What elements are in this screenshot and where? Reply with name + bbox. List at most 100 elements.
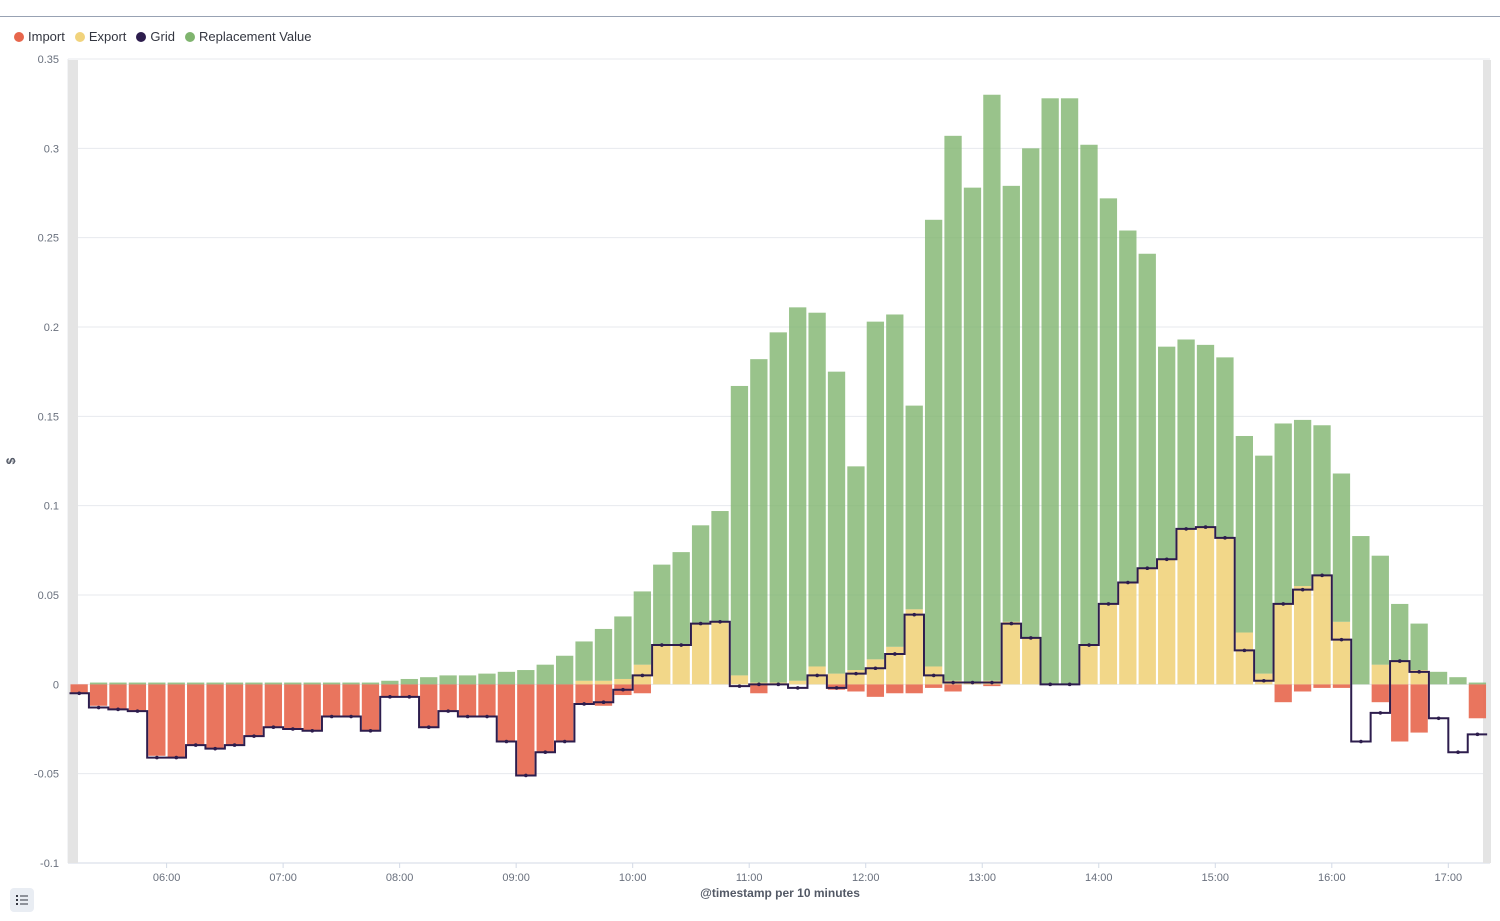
bar-replacement-value	[225, 682, 244, 685]
grid-point	[407, 695, 412, 699]
bar-replacement-value	[730, 385, 749, 676]
bar-replacement-value	[1235, 435, 1253, 633]
bar-import	[1332, 684, 1351, 688]
y-tick-label: 0.1	[44, 501, 59, 513]
grid-point	[543, 750, 548, 755]
bar-replacement-value	[1002, 185, 1020, 622]
grid-point	[1359, 739, 1363, 744]
grid-point	[1417, 670, 1421, 674]
bar-import	[478, 684, 496, 717]
bar-replacement-value	[1041, 98, 1059, 685]
grid-point	[834, 686, 839, 690]
bar-export	[1022, 637, 1040, 685]
bar-import	[594, 684, 613, 706]
bar-replacement-value	[827, 371, 846, 674]
bar-export	[1177, 528, 1195, 685]
bar-import	[1293, 684, 1312, 692]
bar-import	[944, 684, 962, 692]
grid-point	[1281, 602, 1286, 606]
bar-export	[1313, 575, 1331, 685]
y-tick-label: -0.1	[40, 858, 59, 870]
bar-replacement-value	[342, 682, 360, 685]
y-axis-title: $	[4, 457, 18, 464]
x-tick-label: 11:00	[736, 872, 763, 884]
y-tick-label: 0.15	[38, 411, 59, 423]
bar-replacement-value	[789, 307, 807, 681]
grid-point	[174, 755, 179, 760]
bar-replacement-value	[420, 677, 438, 685]
grid-point	[1184, 527, 1188, 531]
bar-replacement-value	[653, 564, 671, 646]
grid-point	[426, 725, 431, 730]
bar-replacement-value	[458, 675, 477, 685]
bar-export	[1293, 586, 1312, 685]
y-tick-label: 0.25	[38, 233, 59, 245]
bar-replacement-value	[944, 135, 962, 681]
bar-import	[1391, 684, 1409, 742]
y-tick-label: 0.35	[38, 54, 59, 66]
bar-import	[225, 684, 244, 746]
bar-export	[1371, 664, 1389, 685]
grid-point	[1009, 621, 1014, 626]
bar-import	[983, 684, 1001, 687]
bar-replacement-value	[1449, 677, 1467, 685]
bar-replacement-value	[303, 682, 321, 685]
bar-import	[1313, 684, 1331, 688]
x-tick-label: 14:00	[1085, 872, 1113, 884]
legend-item-grid[interactable]: Grid	[136, 29, 175, 44]
bar-import	[109, 684, 127, 710]
bar-replacement-value	[847, 466, 865, 671]
grid-point	[1456, 750, 1460, 755]
bar-import	[187, 684, 205, 746]
brush-handle-left[interactable]	[68, 60, 78, 863]
legend-toggle-button[interactable]	[10, 888, 34, 912]
bar-export	[672, 645, 690, 685]
bar-replacement-value	[1429, 671, 1448, 685]
y-tick-label: 0	[53, 679, 59, 691]
legend-item-replacement-value[interactable]: Replacement Value	[184, 29, 311, 44]
x-tick-label: 16:00	[1318, 872, 1346, 884]
bar-export	[691, 623, 710, 685]
grid-point	[329, 714, 334, 719]
bar-export	[1391, 661, 1409, 685]
bar-replacement-value	[381, 680, 399, 685]
grid-point	[349, 714, 353, 719]
bar-replacement-value	[439, 675, 457, 685]
bar-import	[381, 684, 399, 697]
y-axis: 0.35 0.3 0.25 0.2 0.15 0.1 0.05 0 -0.05 -0.1	[34, 54, 59, 870]
bar-replacement-value	[1352, 536, 1370, 685]
legend-dot-replacement-value	[184, 31, 195, 42]
grid-step-line	[69, 525, 1488, 778]
bar-export	[1410, 670, 1428, 685]
bar-export	[1274, 603, 1292, 685]
bar-export	[905, 609, 923, 685]
bar-replacement-value	[536, 664, 554, 685]
brush-handle-right[interactable]	[1483, 60, 1491, 863]
grid-point	[1203, 525, 1208, 529]
bar-replacement-value	[1216, 357, 1234, 538]
bar-replacement-value	[167, 682, 185, 685]
bar-replacement-value	[478, 673, 496, 685]
legend-item-export[interactable]: Export	[74, 29, 126, 44]
bar-import	[342, 684, 360, 717]
legend-label-grid: Grid	[150, 29, 175, 44]
grid-point	[951, 680, 955, 685]
bar-export	[886, 646, 904, 685]
bar-export	[1216, 537, 1234, 685]
bar-replacement-value	[808, 312, 826, 667]
legend-item-import[interactable]: Import	[14, 29, 65, 44]
bar-replacement-value	[361, 682, 380, 685]
bar-replacement-value	[594, 628, 613, 681]
bar-export	[1158, 559, 1176, 685]
bar-import	[517, 684, 535, 776]
bar-import	[400, 684, 418, 697]
bar-replacement-value	[1080, 144, 1098, 646]
bar-replacement-value	[1060, 98, 1079, 685]
bar-import	[497, 684, 516, 742]
grid-point	[990, 680, 994, 685]
grid-point	[1262, 678, 1266, 683]
grid-point	[1145, 566, 1150, 570]
grid-point	[854, 671, 858, 676]
x-tick-label: 12:00	[852, 872, 880, 884]
